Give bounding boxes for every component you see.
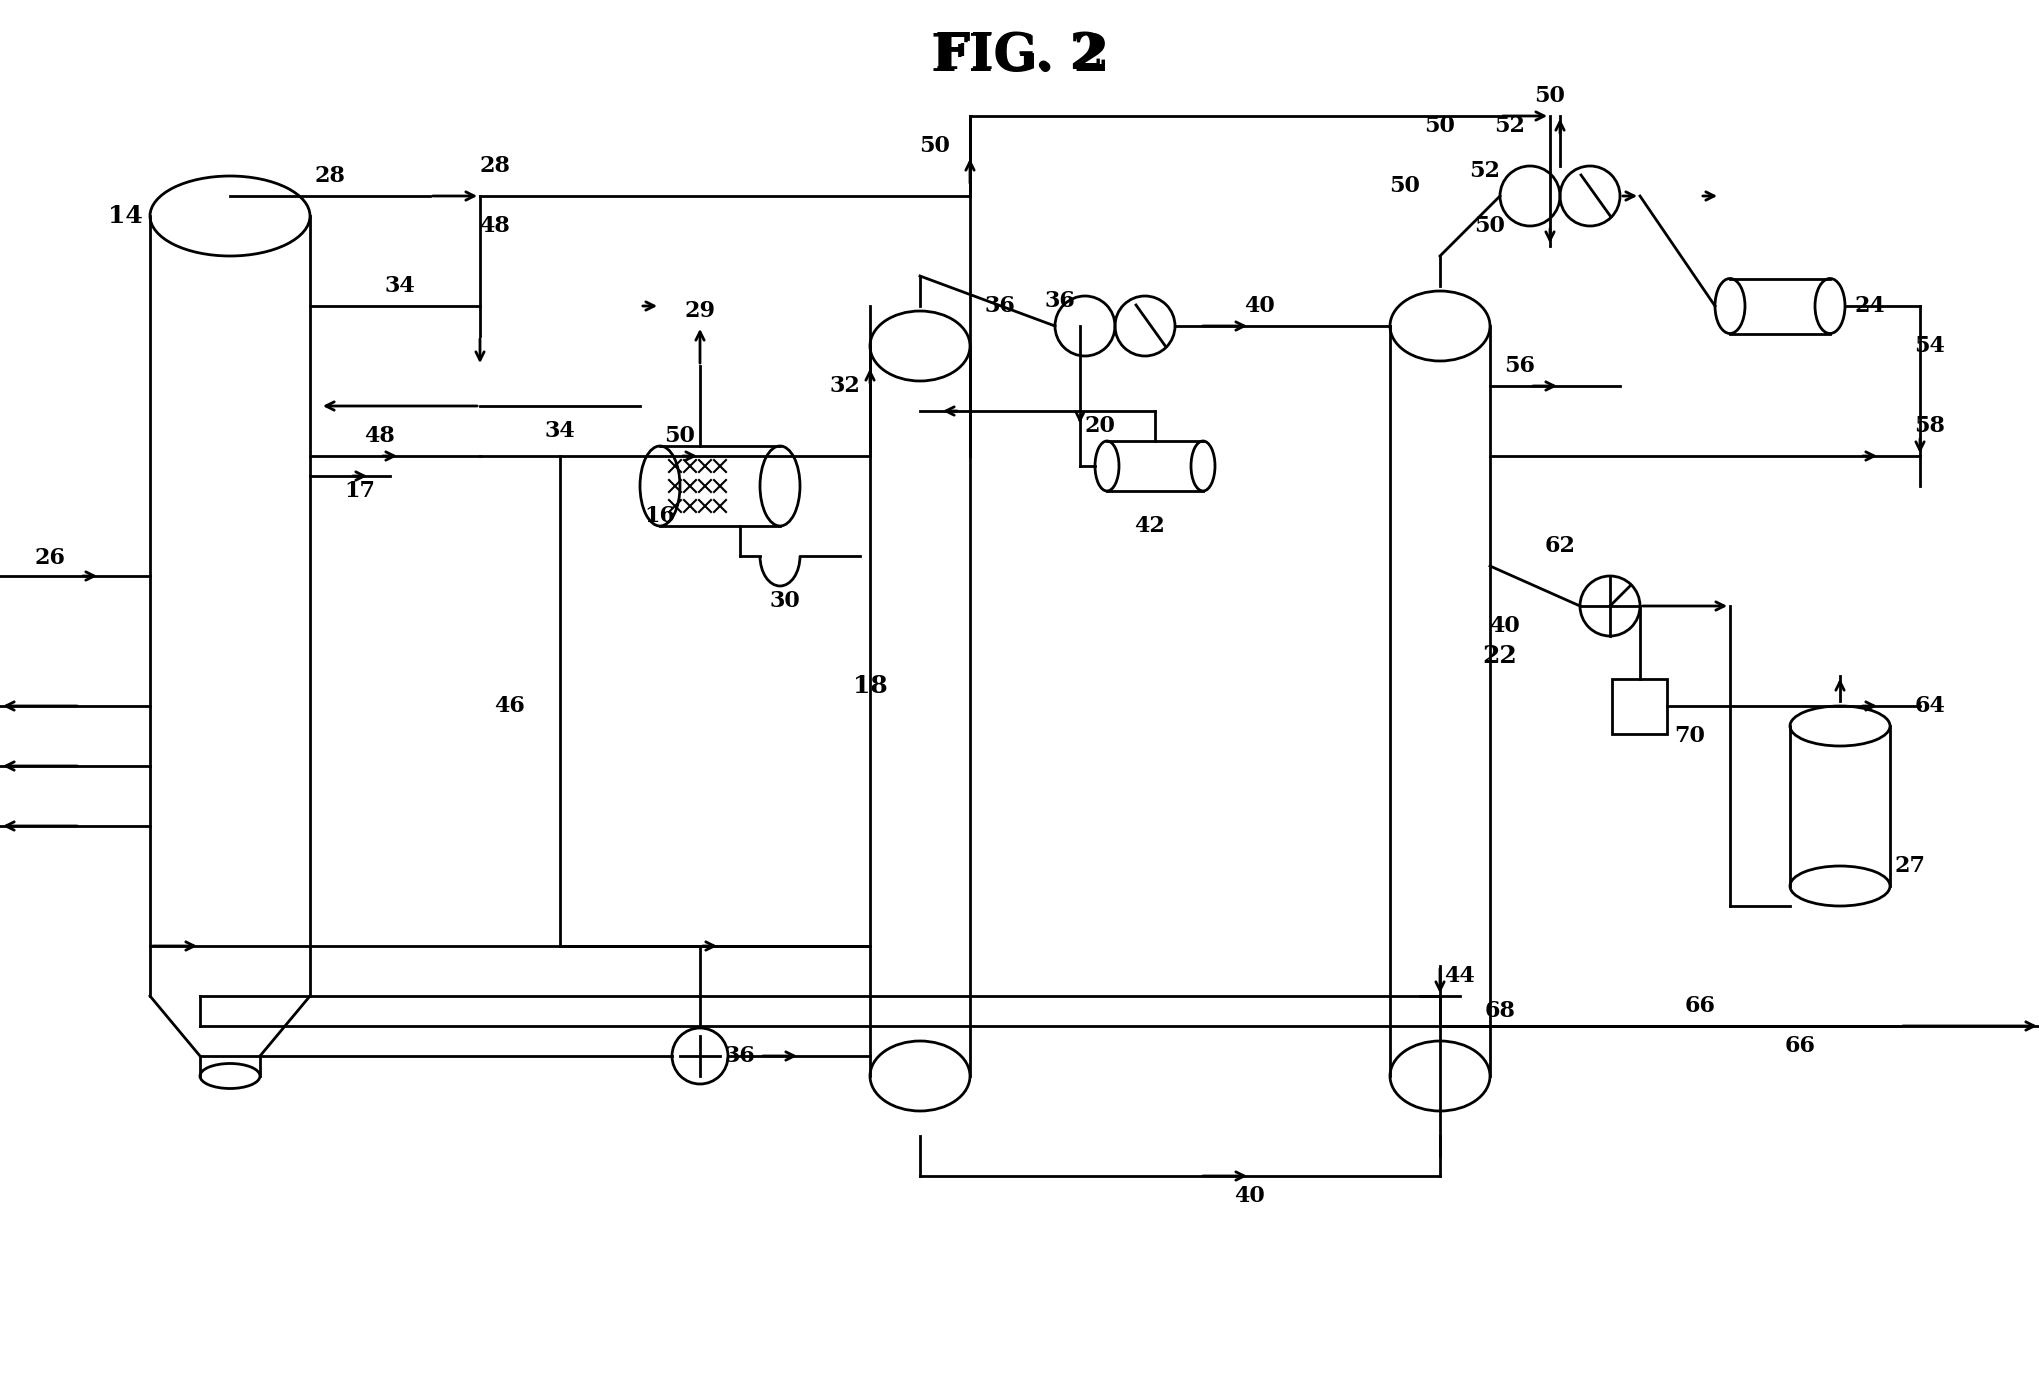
- Text: 29: 29: [685, 299, 716, 322]
- Text: 26: 26: [35, 547, 65, 570]
- Text: 48: 48: [365, 426, 396, 448]
- Text: 50: 50: [1389, 175, 1419, 197]
- Text: 28: 28: [479, 155, 510, 177]
- Text: 30: 30: [769, 590, 799, 613]
- Text: 66: 66: [1784, 1035, 1815, 1058]
- Text: 52: 52: [1468, 159, 1501, 182]
- Text: 17: 17: [345, 480, 375, 502]
- Text: 68: 68: [1484, 1001, 1515, 1021]
- Text: 66: 66: [1684, 995, 1715, 1017]
- Text: 36: 36: [985, 295, 1015, 317]
- Text: 44: 44: [1444, 965, 1474, 987]
- Text: 28: 28: [314, 165, 345, 187]
- Text: 24: 24: [1853, 295, 1884, 317]
- Text: FIG. 2: FIG. 2: [930, 30, 1109, 82]
- Text: 48: 48: [479, 215, 510, 237]
- Text: 34: 34: [385, 274, 416, 297]
- Text: 50: 50: [1533, 85, 1564, 107]
- Text: 18: 18: [852, 674, 887, 699]
- Text: 36: 36: [724, 1045, 754, 1067]
- Text: 42: 42: [1134, 516, 1164, 536]
- Text: 50: 50: [1474, 215, 1505, 237]
- Text: 62: 62: [1544, 535, 1574, 557]
- Text: 27: 27: [1894, 855, 1925, 877]
- Text: 50: 50: [920, 134, 950, 157]
- Text: 52: 52: [1495, 115, 1525, 137]
- Text: 20: 20: [1085, 414, 1115, 437]
- Text: 54: 54: [1915, 335, 1945, 358]
- Text: 50: 50: [665, 426, 695, 448]
- Text: 16: 16: [644, 505, 675, 527]
- Text: 40: 40: [1244, 295, 1274, 317]
- Text: 34: 34: [544, 420, 575, 442]
- Text: 22: 22: [1482, 644, 1517, 668]
- Text: 46: 46: [493, 694, 526, 717]
- Text: 40: 40: [1488, 615, 1519, 638]
- Text: 56: 56: [1505, 355, 1535, 377]
- Text: 50: 50: [1423, 115, 1454, 137]
- Text: 40: 40: [1234, 1185, 1264, 1207]
- Text: FIG. 2: FIG. 2: [934, 32, 1105, 80]
- Text: 14: 14: [108, 204, 143, 229]
- Text: 36: 36: [1044, 290, 1075, 312]
- Text: 70: 70: [1674, 725, 1705, 747]
- Text: 64: 64: [1915, 694, 1945, 717]
- Text: 58: 58: [1913, 414, 1945, 437]
- Text: 32: 32: [830, 376, 860, 396]
- Bar: [1611, 679, 1666, 733]
